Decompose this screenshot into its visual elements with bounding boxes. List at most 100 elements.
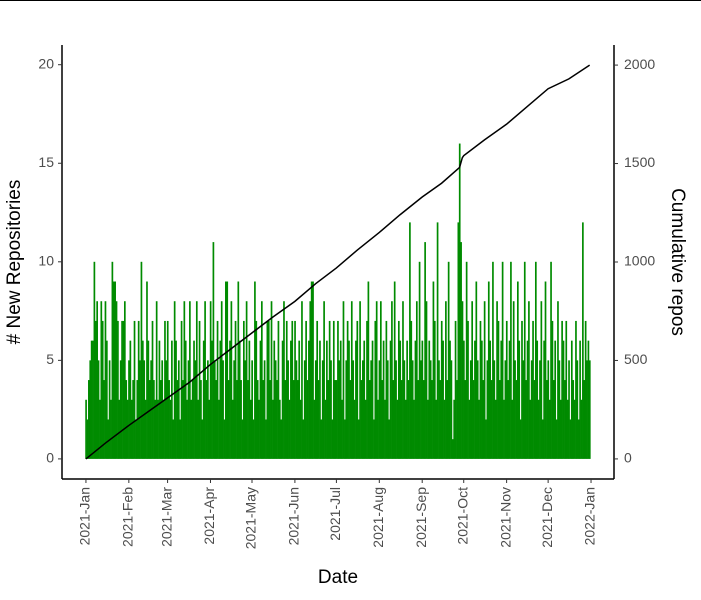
bar: [562, 340, 565, 459]
bar: [213, 360, 216, 459]
y-axis-title: # New Repositories: [4, 180, 25, 345]
bar: [111, 261, 114, 459]
bar: [568, 360, 570, 459]
bar: [382, 340, 385, 459]
bar: [575, 320, 577, 459]
bar: [395, 360, 397, 459]
bar: [259, 340, 262, 459]
bar: [140, 261, 143, 459]
bar: [164, 320, 166, 459]
x-tick-label: 2021-Apr: [201, 487, 217, 545]
bar: [490, 380, 493, 459]
bar: [439, 380, 442, 459]
bar: [309, 301, 312, 459]
bar: [94, 320, 97, 459]
bar: [362, 360, 364, 459]
bar: [104, 301, 107, 459]
bar: [417, 380, 420, 459]
bar: [341, 399, 343, 459]
bar: [456, 380, 458, 459]
x-tick-label: 2021-Jul: [327, 487, 343, 541]
bar: [427, 399, 429, 459]
bar: [182, 380, 184, 459]
bar: [400, 380, 403, 459]
bar: [353, 399, 356, 459]
bar: [166, 320, 169, 459]
bar: [528, 301, 530, 459]
bar: [392, 380, 395, 459]
bar: [244, 360, 247, 459]
bar: [280, 419, 283, 459]
bar: [335, 380, 338, 459]
bar: [393, 281, 396, 459]
bar: [107, 419, 110, 459]
bar: [234, 320, 237, 459]
bar: [525, 380, 527, 459]
bar: [422, 380, 425, 459]
bar: [233, 360, 235, 459]
bar: [345, 360, 348, 459]
bar: [222, 360, 224, 459]
bar: [445, 301, 447, 459]
bar: [219, 340, 222, 459]
bar: [442, 340, 444, 459]
bar: [338, 360, 341, 459]
bar: [582, 222, 584, 459]
bar: [298, 340, 301, 459]
bar: [352, 360, 355, 459]
bar: [262, 380, 265, 459]
bar: [154, 399, 157, 459]
bar: [478, 399, 480, 459]
bar: [159, 380, 162, 459]
bar: [522, 360, 525, 459]
bar: [453, 399, 456, 459]
bar: [546, 380, 548, 459]
bar: [508, 340, 511, 459]
bar: [269, 380, 271, 459]
y2-tick-label: 0: [624, 450, 632, 466]
bar: [510, 261, 512, 459]
bar: [420, 360, 422, 459]
bar: [230, 301, 233, 459]
bar: [103, 380, 105, 459]
bar: [377, 399, 379, 459]
bar: [443, 399, 446, 459]
bar: [446, 380, 449, 459]
bar: [374, 320, 377, 459]
plot-area: [85, 64, 591, 460]
y2-axis-title: Cumulative repos: [667, 188, 688, 336]
bar: [367, 281, 370, 459]
bar: [317, 380, 320, 459]
bar: [501, 261, 504, 459]
bar: [305, 320, 307, 459]
bar: [171, 340, 173, 459]
y-tick-label: 5: [46, 351, 54, 367]
bar: [541, 419, 544, 459]
bar: [465, 261, 468, 459]
bar: [115, 301, 118, 459]
y2-tick-label: 1000: [624, 253, 655, 269]
bar: [148, 380, 151, 459]
bar: [128, 360, 130, 459]
bar: [350, 301, 353, 459]
bar: [497, 320, 500, 459]
bar: [117, 320, 119, 459]
bar: [399, 340, 402, 459]
bar: [229, 340, 231, 459]
bar: [476, 360, 479, 459]
bar: [579, 340, 581, 459]
bar: [108, 360, 111, 459]
x-axis-title: Date: [318, 567, 358, 588]
bar: [295, 360, 298, 459]
bar: [580, 399, 583, 459]
bar: [89, 360, 92, 459]
bar: [504, 360, 507, 459]
bar: [364, 399, 367, 459]
bar: [86, 419, 89, 459]
bar: [514, 360, 516, 459]
bar: [474, 340, 476, 459]
x-tick-label: 2021-Oct: [454, 487, 470, 545]
bar: [573, 399, 576, 459]
bar: [381, 380, 384, 459]
bar: [265, 419, 267, 459]
